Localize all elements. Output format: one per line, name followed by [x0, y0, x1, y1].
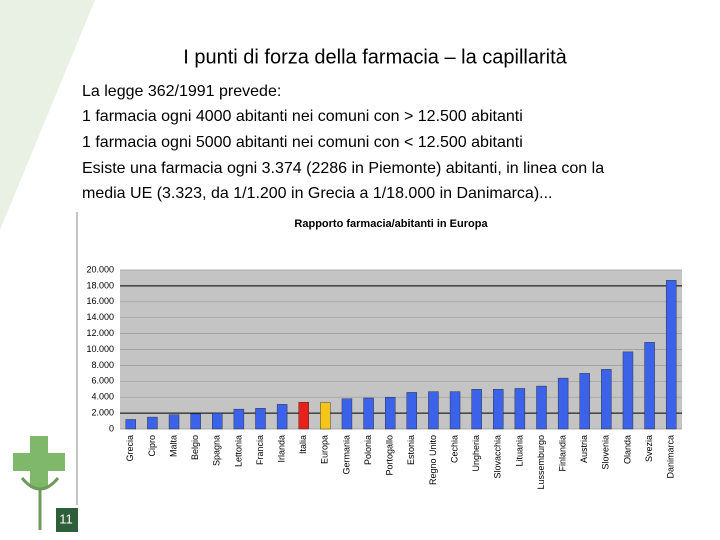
y-tick-label: 18.000: [86, 280, 114, 290]
body-line: 1 farmacia ogni 5000 abitanti nei comuni…: [82, 134, 523, 151]
bar: [536, 385, 547, 430]
page-number: 11: [59, 511, 73, 526]
bar: [449, 391, 461, 430]
x-tick-label: Austria: [579, 435, 589, 463]
x-tick-label: Irlanda: [276, 435, 286, 463]
x-tick-label: Francia: [255, 435, 265, 465]
x-tick-label: Danimarca: [666, 435, 676, 479]
y-tick-label: 12.000: [86, 328, 114, 338]
y-tick-label: 16.000: [86, 296, 114, 306]
bar: [471, 389, 482, 430]
x-tick-label: Slovacchia: [493, 435, 503, 479]
x-tick-label: Regno Unito: [428, 435, 438, 485]
x-tick-label: Olanda: [622, 435, 632, 464]
bar: [320, 402, 331, 430]
y-tick-label: 10.000: [86, 344, 114, 354]
page-number-bg: [56, 508, 78, 532]
y-tick-label: 6.000: [91, 376, 114, 386]
x-tick-label: Spagna: [212, 435, 222, 466]
corner-decoration: [0, 0, 95, 230]
chart-title: Rapporto farmacia/abitanti in Europa: [294, 218, 488, 230]
x-tick-label: Polonia: [363, 435, 373, 465]
body-line: 1 farmacia ogni 4000 abitanti nei comuni…: [82, 108, 523, 125]
x-tick-label: Europa: [320, 435, 330, 464]
x-tick-label: Slovenia: [601, 435, 611, 470]
bar: [147, 416, 158, 430]
x-tick-label: Ungheria: [471, 435, 481, 472]
x-tick-label: Malta: [168, 435, 178, 457]
x-tick-label: Portogallo: [385, 435, 395, 476]
bar: [298, 401, 309, 430]
x-tick-label: Italia: [298, 435, 308, 454]
bar: [406, 392, 418, 430]
y-tick-label: 8.000: [91, 360, 114, 370]
logo: [13, 436, 65, 530]
x-tick-label: Germania: [341, 435, 351, 475]
bar: [601, 369, 612, 430]
body-line: La legge 362/1991 prevede:: [82, 83, 281, 100]
y-tick-label: 14.000: [86, 312, 114, 322]
x-tick-label: Grecia: [125, 435, 135, 462]
bar: [341, 398, 353, 430]
bar: [493, 389, 504, 430]
bar: [168, 414, 180, 430]
x-tick-label: Estonia: [406, 435, 416, 465]
bar: [384, 397, 396, 430]
body-line: Esiste una farmacia ogni 3.374 (2286 in …: [82, 160, 604, 177]
slide-title: I punti di forza della farmacia – la cap…: [183, 46, 567, 68]
bar: [622, 351, 634, 430]
bar: [233, 408, 245, 430]
bar: [428, 391, 439, 430]
bar: [276, 404, 288, 430]
x-tick-label: Belgio: [190, 435, 200, 460]
bar: [514, 388, 526, 430]
x-tick-label: Cechia: [449, 435, 459, 463]
y-tick-label: 4.000: [91, 392, 114, 402]
x-tick-label: Svezia: [644, 435, 654, 462]
bar: [190, 413, 201, 430]
bar: [665, 280, 677, 430]
y-tick-label: 20.000: [86, 264, 114, 274]
x-tick-label: Finlandia: [557, 435, 567, 472]
bar: [212, 412, 223, 430]
bar: [579, 373, 590, 430]
y-tick-label: 0: [109, 423, 114, 433]
bar: [255, 408, 266, 430]
bar: [125, 419, 137, 430]
x-tick-label: Lettonia: [233, 435, 243, 467]
x-tick-label: Lussemburgo: [536, 435, 546, 490]
x-tick-label: Cipro: [147, 435, 157, 457]
bar: [363, 397, 374, 430]
bar: [644, 342, 655, 430]
x-tick-label: Lituania: [514, 435, 524, 467]
y-tick-label: 2.000: [91, 407, 114, 417]
body-line: media UE (3.323, da 1/1.200 in Grecia a …: [82, 185, 552, 202]
bar: [557, 377, 569, 430]
